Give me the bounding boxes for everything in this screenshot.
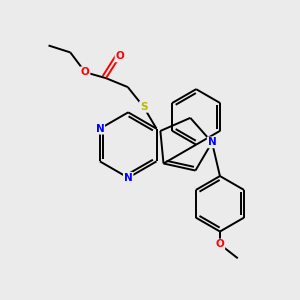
Text: O: O [216,239,224,249]
Text: S: S [140,102,147,112]
Text: N: N [124,173,133,183]
Text: O: O [116,51,124,62]
Text: N: N [208,137,216,147]
Text: O: O [81,67,90,77]
Text: N: N [95,124,104,134]
